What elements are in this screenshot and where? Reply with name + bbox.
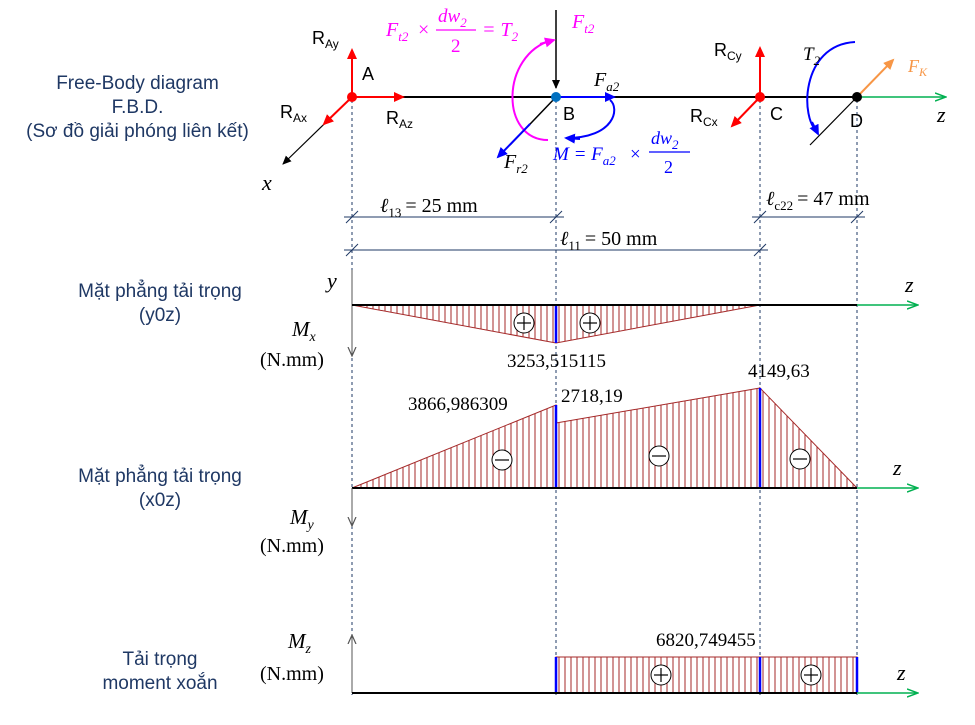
svg-text:M = Fa2: M = Fa2 — [552, 144, 616, 168]
free-body-diagram: z x RAy RAx RAz A Ft2 Fa2 — [261, 6, 946, 195]
f-r2-arrow — [496, 123, 531, 159]
my-unit-label: (N.mm) — [260, 535, 324, 557]
my-value-b-right: 2718,19 — [561, 386, 623, 407]
svg-text:= T2: = T2 — [482, 19, 519, 44]
my-z-label: z — [892, 455, 902, 480]
r-az-label: RAz — [386, 108, 413, 131]
mz-diagram: z 6820,749455 Mz (N.mm) — [260, 629, 917, 693]
t2-label: T2 — [803, 44, 821, 68]
f-r2-label: Fr2 — [503, 151, 528, 176]
my-area-ab — [351, 404, 557, 489]
mz-value: 6820,749455 — [656, 630, 756, 651]
mz-axis-label: Mz — [287, 629, 312, 657]
mx-plus-sign-1 — [513, 312, 535, 334]
mz-plus-sign-1 — [650, 664, 672, 686]
dim-lc22-label: ℓc22 = 47 mm — [766, 188, 870, 213]
dim-l13-label: ℓ13 = 25 mm — [380, 195, 478, 220]
mx-diagram: y z Mx (N.mm) 3253,515115 — [260, 268, 917, 372]
r-cx-label: RCx — [690, 106, 718, 129]
mx-y-label: y — [325, 268, 337, 293]
mz-unit-label: (N.mm) — [260, 663, 324, 685]
my-plane-label: Mặt phẳng tải trọng (x0z) — [40, 465, 280, 513]
my-value-b-left: 3866,986309 — [408, 394, 508, 415]
mx-peak-value: 3253,515115 — [507, 351, 606, 372]
t2-moment-arrowhead-blue — [809, 121, 819, 136]
point-b-label: B — [563, 104, 575, 124]
equation-t2: Ft2 × dw2 2 = T2 — [385, 6, 519, 57]
svg-text:2: 2 — [451, 36, 461, 57]
my-area-cd — [759, 386, 859, 489]
mz-plus-sign-2 — [800, 664, 822, 686]
m-moment-arc-blue — [565, 99, 616, 139]
svg-text:dw2: dw2 — [438, 6, 467, 30]
point-a-dot — [347, 92, 357, 102]
svg-text:×: × — [630, 144, 641, 165]
my-plane-line1: Mặt phẳng tải trọng — [78, 466, 242, 487]
r-ax-arrow — [322, 96, 353, 126]
my-minus-sign-1 — [491, 449, 513, 471]
equation-m: M = Fa2 × dw2 2 — [552, 128, 690, 177]
r-ax-label: RAx — [280, 102, 307, 125]
fbd-title-line3: (Sơ đồ giải phóng liên kết) — [26, 121, 249, 142]
mx-plane-line1: Mặt phẳng tải trọng — [78, 281, 242, 302]
f-k-label: FK — [907, 56, 928, 79]
d-diagonal-line — [809, 96, 858, 146]
svg-text:dw2: dw2 — [651, 128, 679, 152]
mx-plus-sign-2 — [579, 312, 601, 334]
svg-text:×: × — [418, 19, 429, 41]
mz-z-label: z — [896, 660, 906, 685]
my-axis-label: My — [289, 505, 315, 533]
m-moment-arrowhead-blue — [564, 133, 581, 144]
point-a-label: A — [362, 64, 374, 84]
t2-moment-arc-magenta — [511, 39, 553, 141]
f-k-arrow — [856, 58, 895, 98]
z-axis-label: z — [936, 102, 946, 127]
f-a2-label: Fa2 — [593, 69, 620, 94]
mx-plane-line2: (y0z) — [138, 305, 182, 326]
mz-plane-line1: Tải trọng — [122, 649, 198, 670]
point-d-dot — [852, 92, 862, 102]
r-ay-label: RAy — [312, 28, 339, 51]
dim-l11-label: ℓ11 = 50 mm — [560, 228, 658, 253]
svg-text:2: 2 — [664, 157, 673, 177]
t2-moment-arrowhead-magenta — [539, 37, 556, 48]
mz-plane-line2: moment xoắn — [102, 673, 218, 694]
my-minus-sign-3 — [789, 448, 811, 470]
point-d-label: D — [850, 111, 863, 131]
fbd-title-line2: F.B.D. — [111, 97, 164, 118]
mx-axis-label: Mx — [291, 317, 317, 345]
my-minus-sign-2 — [648, 445, 670, 467]
x-axis-label: x — [261, 170, 272, 195]
r-cx-arrow — [730, 96, 761, 128]
my-diagram: z 3866,986309 2718,19 4149,63 My (N.mm) — [260, 361, 917, 557]
mx-plane-label: Mặt phẳng tải trọng (y0z) — [40, 280, 280, 328]
my-plane-line2: (x0z) — [138, 490, 182, 511]
svg-text:Ft2: Ft2 — [385, 19, 409, 44]
mx-unit-label: (N.mm) — [260, 349, 324, 371]
dimension-lines: ℓ13 = 25 mm ℓ11 = 50 mm ℓc22 = 47 mm — [344, 188, 870, 257]
point-b-dot — [551, 92, 561, 102]
fbd-title: Free-Body diagram F.B.D. (Sơ đồ giải phó… — [0, 72, 275, 144]
my-value-c: 4149,63 — [748, 361, 810, 382]
f-t2-label: Ft2 — [571, 11, 595, 36]
point-c-label: C — [770, 104, 783, 124]
point-c-dot — [755, 92, 765, 102]
mx-z-label: z — [904, 272, 914, 297]
mz-plane-label: Tải trọng moment xoắn — [60, 648, 260, 696]
r-cy-label: RCy — [714, 40, 742, 63]
fbd-title-line1: Free-Body diagram — [56, 73, 219, 94]
